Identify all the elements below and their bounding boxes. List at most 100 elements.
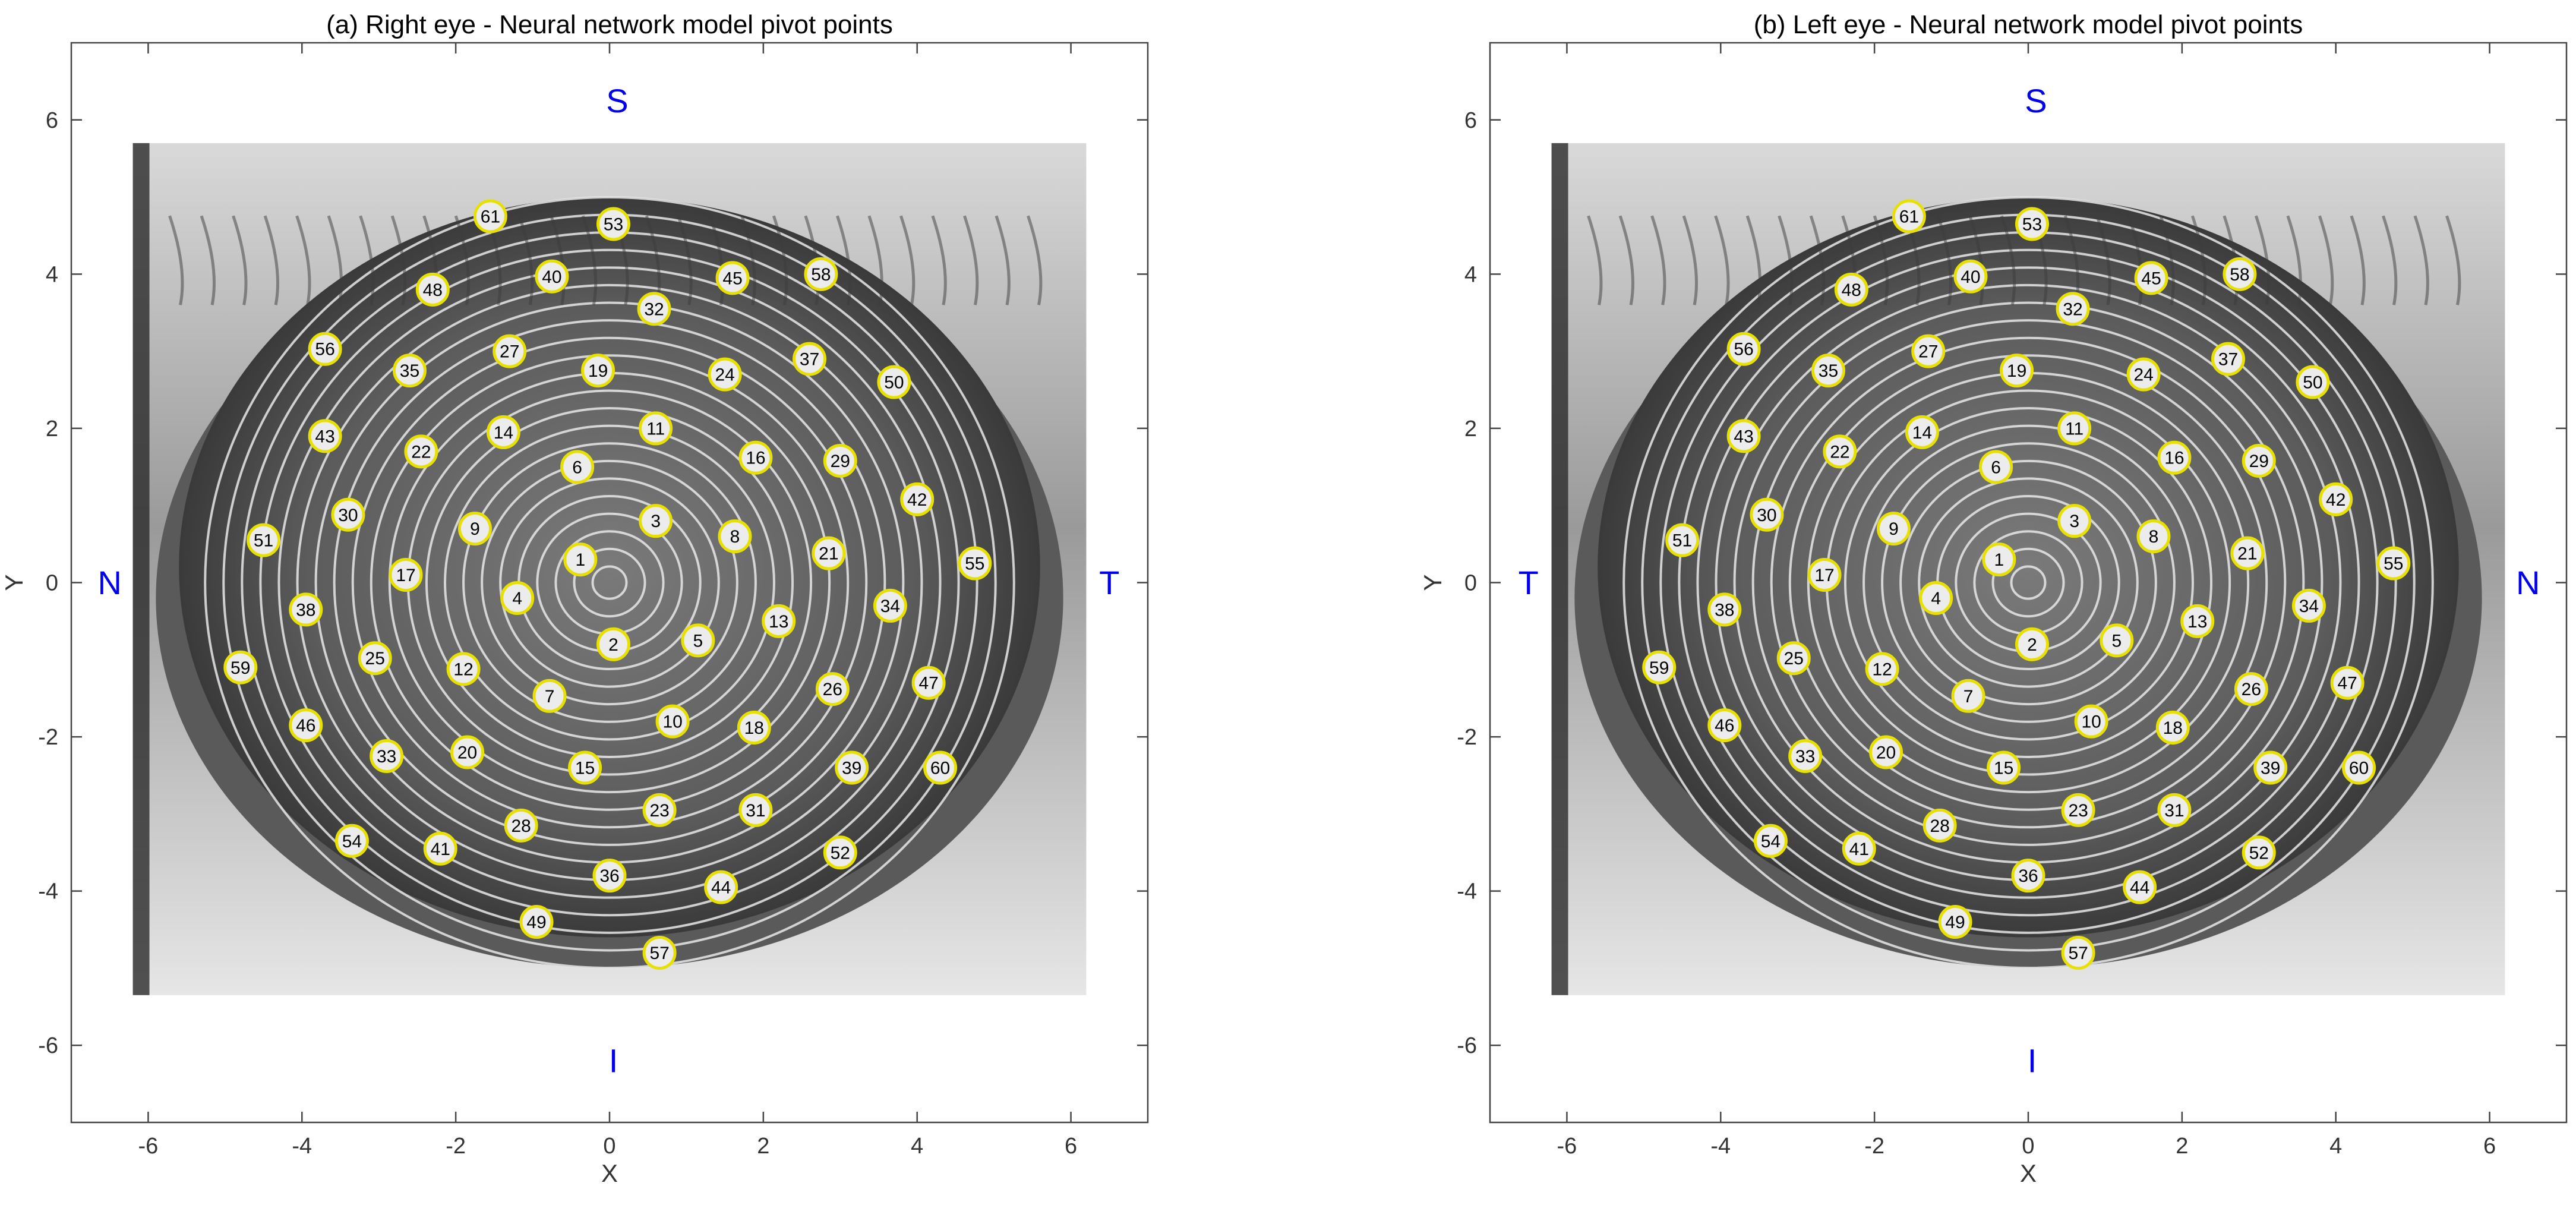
pivot-point-label: 33 [377, 747, 396, 766]
x-tick-label: 4 [911, 1134, 923, 1159]
panel-left-eye: (b) Left eye - Neural network model pivo… [1419, 10, 2568, 1187]
pivot-point-marker [911, 665, 946, 700]
pivot-point-label: 40 [542, 267, 561, 287]
pivot-point-marker [450, 735, 485, 769]
pivot-points: 1234567891011121314151617181920212223242… [223, 199, 992, 970]
pivot-point-label: 28 [1930, 816, 1949, 836]
pivot-point-label: 17 [1814, 566, 1834, 585]
pivot-point-label: 36 [599, 866, 619, 886]
y-tick-label: -2 [1457, 725, 1477, 750]
pivot-point-marker [2223, 257, 2257, 291]
pivot-point-label: 49 [1945, 913, 1965, 932]
pivot-point-marker [637, 292, 671, 326]
pivot-point-marker [708, 357, 742, 392]
pivot-point-marker [1979, 450, 2013, 484]
pivot-point-marker [1707, 592, 1742, 627]
pivot-point-label: 17 [396, 566, 415, 585]
pivot-point-label: 47 [2337, 674, 2357, 693]
pivot-point-label: 14 [1912, 423, 1932, 443]
panel-right-eye: (a) Right eye - Neural network model piv… [0, 10, 1149, 1187]
pivot-point-marker [535, 259, 569, 294]
pivot-point-label: 2 [2027, 635, 2037, 655]
pivot-point-marker [804, 257, 838, 291]
pivot-point-label: 4 [1931, 589, 1941, 608]
x-tick-label: -2 [446, 1134, 466, 1159]
pivot-point-marker [568, 750, 602, 785]
pivot-point-label: 52 [831, 843, 850, 863]
y-tick-label: -2 [38, 725, 58, 750]
pivot-point-marker [2000, 354, 2034, 388]
pivot-point-marker [2253, 750, 2288, 785]
pivot-point-label: 23 [649, 801, 669, 821]
pivot-point-marker [1892, 199, 1926, 234]
pivot-point-marker [2061, 793, 2095, 827]
y-tick-label: 6 [1464, 108, 1477, 133]
pivot-point-marker [2015, 207, 2049, 241]
x-tick-label: -2 [1864, 1134, 1884, 1159]
pivot-point-label: 39 [842, 758, 861, 778]
pivot-point-label: 6 [1991, 458, 2001, 477]
pivot-point-marker [2376, 546, 2411, 581]
pivot-point-label: 35 [400, 361, 419, 381]
pivot-point-label: 8 [2149, 527, 2159, 547]
pivot-point-marker [1869, 735, 1903, 769]
pivot-point-marker [423, 831, 457, 866]
pivot-point-marker [1987, 750, 2021, 785]
x-tick-label: 0 [603, 1134, 615, 1159]
pivot-point-marker [900, 482, 935, 516]
pivot-point-marker [639, 504, 673, 538]
pivot-point-marker [2074, 704, 2108, 739]
pivot-point-label: 50 [884, 373, 904, 393]
pivot-point-label: 12 [1872, 660, 1892, 679]
pivot-point-marker [2155, 710, 2190, 745]
y-axis-label: Y [1419, 574, 1447, 591]
pivot-point-marker [560, 450, 595, 484]
pivot-point-label: 33 [1795, 747, 1815, 766]
pivot-point-label: 42 [907, 490, 927, 510]
pivot-point-label: 51 [254, 531, 273, 551]
x-tick-label: -4 [1710, 1134, 1731, 1159]
pivot-point-label: 53 [604, 214, 623, 234]
panel-title: (a) Right eye - Neural network model piv… [326, 10, 893, 39]
pivot-point-marker [2211, 342, 2246, 376]
pivot-point-label: 22 [411, 442, 431, 462]
pivot-point-marker [331, 497, 365, 532]
pivot-point-marker [2134, 261, 2168, 295]
pivot-point-label: 15 [1994, 758, 2013, 778]
pivot-point-marker [1823, 434, 1857, 469]
pivot-point-label: 43 [315, 427, 334, 446]
pivot-point-marker [2057, 504, 2092, 538]
pivot-point-label: 26 [2242, 680, 2261, 699]
pivot-point-marker [812, 536, 846, 570]
pivot-point-label: 45 [2141, 269, 2161, 288]
pivot-point-marker [1842, 831, 1876, 866]
pivot-point-marker [519, 905, 554, 939]
pivot-point-marker [2011, 859, 2045, 893]
pivot-point-label: 36 [2018, 866, 2038, 886]
direction-label-left: N [97, 564, 121, 601]
pivot-point-marker [762, 604, 796, 638]
pivot-point-label: 54 [1761, 832, 1781, 851]
pivot-point-marker [1776, 641, 1811, 676]
pivot-point-label: 12 [453, 660, 473, 679]
pivot-point-label: 31 [2164, 801, 2184, 821]
pivot-point-label: 53 [2022, 214, 2042, 234]
pivot-point-label: 25 [1784, 649, 1804, 668]
direction-label-bottom: I [609, 1042, 618, 1080]
pivot-point-marker [642, 935, 677, 970]
pivot-point-label: 44 [711, 878, 731, 898]
pivot-point-label: 49 [526, 913, 546, 932]
pivot-point-marker [486, 415, 520, 449]
pivot-point-marker [1919, 581, 1953, 615]
y-tick-label: 6 [46, 108, 58, 133]
x-tick-label: 6 [2483, 1134, 2496, 1159]
x-axis-label: X [601, 1159, 618, 1187]
pivot-point-label: 7 [1963, 687, 1974, 706]
pivot-point-label: 14 [494, 423, 513, 443]
pivot-point-label: 34 [2299, 597, 2319, 616]
pivot-point-marker [2242, 835, 2276, 870]
pivot-point-label: 27 [500, 342, 519, 362]
x-tick-label: -4 [292, 1134, 312, 1159]
y-tick-label: 4 [46, 262, 58, 287]
